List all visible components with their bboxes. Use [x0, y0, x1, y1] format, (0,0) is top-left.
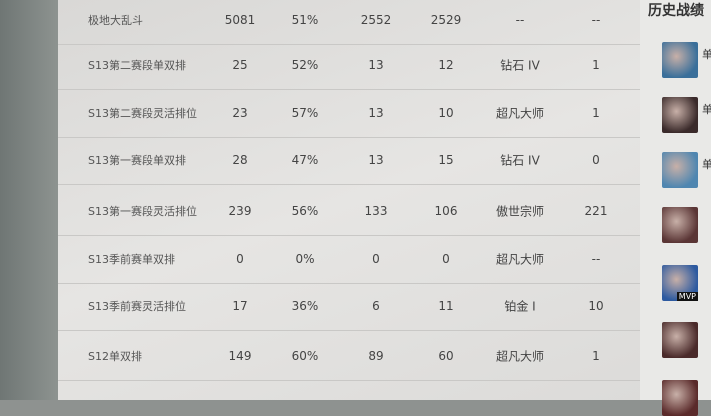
queue-name: S13第二赛段单双排 — [88, 59, 186, 72]
cell-extra: 1 — [592, 106, 600, 120]
cell-losses: 106 — [434, 204, 458, 218]
mvp-badge: MVP — [676, 292, 698, 301]
queue-name: S13第一赛段单双排 — [88, 154, 186, 167]
cell-losses: 60 — [438, 349, 454, 363]
cell-games: 5081 — [224, 13, 256, 27]
cell-losses: 15 — [438, 153, 454, 167]
cell-games: 149 — [228, 349, 252, 363]
cell-extra: 0 — [592, 153, 600, 167]
ranked-stats-table: 极地大乱斗 5081 51% 2552 2529 -- -- S13第二赛段单双排 25 52% 1… — [58, 0, 640, 400]
cell-rank: 超凡大师 — [495, 252, 545, 267]
queue-name: S13第一赛段灵活排位 — [88, 205, 197, 218]
cell-rank: 超凡大师 — [495, 349, 545, 364]
cell-rank: 超凡大师 — [495, 106, 545, 121]
cell-wins: 6 — [372, 299, 380, 313]
champion-avatar[interactable] — [662, 207, 698, 243]
cell-winrate: 52% — [291, 58, 319, 72]
match-history-title: 历史战绩 — [648, 3, 704, 19]
table-row[interactable]: S12单双排 149 60% 89 60 超凡大师 1 — [58, 332, 640, 381]
table-row[interactable]: S13季前赛灵活排位 17 36% 6 11 铂金 I 10 — [58, 282, 640, 331]
cell-extra: 10 — [588, 299, 604, 313]
cell-winrate: 36% — [291, 299, 319, 313]
queue-name: S13季前赛单双排 — [88, 253, 175, 266]
queue-name: S13季前赛灵活排位 — [88, 300, 186, 313]
cell-extra: 1 — [592, 58, 600, 72]
cell-rank: 铂金 I — [504, 299, 536, 314]
queue-name: 极地大乱斗 — [88, 14, 143, 27]
cell-extra: -- — [591, 252, 601, 266]
champion-avatar[interactable]: MVP — [662, 265, 698, 301]
cell-winrate: 47% — [291, 153, 319, 167]
left-panel — [0, 0, 58, 400]
cell-games: 28 — [232, 153, 248, 167]
cell-rank: 钻石 IV — [500, 58, 540, 73]
match-history-panel: 历史战绩 单单单 MVP — [640, 0, 711, 416]
champion-avatar[interactable] — [662, 152, 698, 188]
cell-games: 23 — [232, 106, 248, 120]
cell-rank: 傲世宗师 — [495, 204, 545, 219]
table-row[interactable]: S13第二赛段灵活排位 23 57% 13 10 超凡大师 1 — [58, 89, 640, 138]
cell-wins: 13 — [368, 106, 384, 120]
cell-rank: 钻石 IV — [500, 153, 540, 168]
queue-name: S13第二赛段灵活排位 — [88, 107, 197, 120]
champion-avatar[interactable] — [662, 380, 698, 416]
cell-wins: 133 — [364, 204, 388, 218]
cell-winrate: 51% — [291, 13, 319, 27]
match-mode-label: 单 — [702, 103, 711, 116]
match-mode-label: 单 — [702, 158, 711, 171]
cell-games: 17 — [232, 299, 248, 313]
cell-winrate: 0% — [295, 252, 315, 266]
cell-rank: -- — [515, 13, 525, 27]
cell-losses: 2529 — [430, 13, 462, 27]
match-mode-label: 单 — [702, 48, 711, 61]
cell-wins: 0 — [372, 252, 380, 266]
table-row[interactable]: S13第一赛段灵活排位 239 56% 133 106 傲世宗师 221 — [58, 187, 640, 236]
cell-wins: 89 — [368, 349, 384, 363]
cell-winrate: 56% — [291, 204, 319, 218]
champion-avatar[interactable] — [662, 97, 698, 133]
table-row[interactable]: S13第一赛段单双排 28 47% 13 15 钻石 IV 0 — [58, 136, 640, 185]
table-row[interactable]: 极地大乱斗 5081 51% 2552 2529 -- -- — [58, 0, 640, 45]
champion-avatar[interactable] — [662, 42, 698, 78]
cell-wins: 13 — [368, 58, 384, 72]
cell-games: 239 — [228, 204, 252, 218]
cell-extra: 1 — [592, 349, 600, 363]
cell-winrate: 57% — [291, 106, 319, 120]
table-row[interactable]: S13季前赛单双排 0 0% 0 0 超凡大师 -- — [58, 235, 640, 284]
cell-extra: -- — [591, 13, 601, 27]
cell-winrate: 60% — [291, 349, 319, 363]
cell-games: 0 — [236, 252, 244, 266]
cell-losses: 10 — [438, 106, 454, 120]
cell-losses: 11 — [438, 299, 454, 313]
cell-losses: 0 — [442, 252, 450, 266]
cell-extra: 221 — [584, 204, 608, 218]
champion-avatar[interactable] — [662, 322, 698, 358]
cell-losses: 12 — [438, 58, 454, 72]
table-row[interactable]: S13第二赛段单双排 25 52% 13 12 钻石 IV 1 — [58, 41, 640, 90]
cell-wins: 13 — [368, 153, 384, 167]
cell-games: 25 — [232, 58, 248, 72]
cell-wins: 2552 — [360, 13, 392, 27]
queue-name: S12单双排 — [88, 350, 142, 363]
